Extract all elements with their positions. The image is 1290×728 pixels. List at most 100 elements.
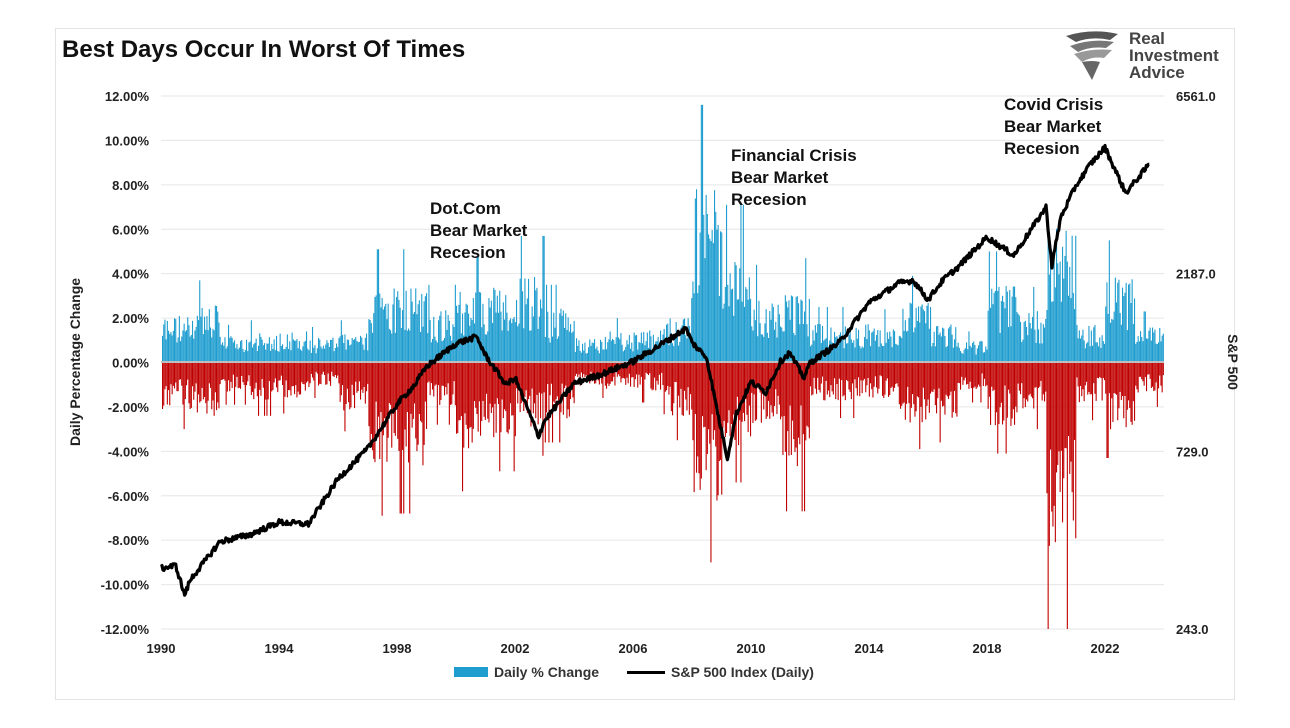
- bar-down: [1015, 362, 1017, 407]
- bar-up: [278, 351, 280, 363]
- bar-down: [614, 362, 616, 386]
- bar-up: [1015, 297, 1017, 363]
- bar-down: [190, 362, 192, 408]
- bar-down: [891, 362, 893, 387]
- bar-up: [927, 303, 929, 363]
- bar-down: [892, 362, 894, 392]
- bar-up: [933, 331, 935, 363]
- chart-legend: Daily % Change S&P 500 Index (Daily): [454, 664, 814, 680]
- bar-down: [902, 362, 904, 404]
- bar-down: [1101, 362, 1103, 401]
- bar-up: [1042, 324, 1044, 363]
- bar-down: [170, 362, 172, 385]
- bar-down: [782, 362, 784, 455]
- bar-up: [328, 346, 330, 363]
- bar-down: [1022, 362, 1024, 409]
- bar-up: [399, 307, 401, 363]
- bar-up: [416, 314, 418, 363]
- bar-down: [1038, 362, 1040, 388]
- bar-up: [1108, 240, 1110, 363]
- bar-down: [264, 362, 266, 416]
- bar-down: [799, 362, 801, 445]
- bar-down: [648, 362, 650, 376]
- bar-down: [231, 362, 233, 388]
- bar-up: [906, 331, 908, 363]
- bar-down: [1012, 362, 1014, 410]
- bar-down: [448, 362, 450, 425]
- bar-up: [339, 336, 341, 363]
- bar-down: [588, 362, 590, 381]
- bar-up: [579, 350, 581, 363]
- bar-down: [1056, 362, 1058, 473]
- y2-tick-label: 729.0: [1176, 444, 1209, 459]
- bar-up: [273, 339, 275, 363]
- y-tick-label: 2.00%: [112, 311, 149, 326]
- bar-up: [608, 339, 610, 363]
- bar-up: [217, 311, 219, 363]
- bar-up: [996, 251, 998, 363]
- bar-down: [1077, 362, 1079, 387]
- bar-up: [362, 344, 364, 363]
- bar-down: [936, 362, 938, 414]
- bar-down: [633, 362, 635, 387]
- bar-down: [514, 362, 516, 437]
- bar-down: [236, 362, 238, 377]
- bar-down: [456, 362, 458, 434]
- bar-down: [486, 362, 488, 394]
- bar-down: [513, 362, 515, 472]
- bar-up: [794, 335, 796, 363]
- bar-down: [801, 362, 803, 512]
- bar-up: [567, 317, 569, 363]
- bar-down: [301, 362, 303, 383]
- bar-up: [715, 211, 717, 363]
- bar-down: [441, 362, 443, 386]
- bar-up: [886, 332, 888, 363]
- bar-up: [402, 310, 404, 363]
- bar-up: [258, 345, 260, 363]
- bar-up: [915, 307, 917, 363]
- bar-down: [324, 362, 326, 376]
- bar-up: [1090, 330, 1092, 363]
- bar-up: [357, 341, 359, 363]
- bar-down: [212, 362, 214, 401]
- bar-up: [300, 349, 302, 363]
- bar-down: [1069, 362, 1071, 474]
- bar-up: [1137, 336, 1139, 363]
- bar-up: [568, 331, 570, 363]
- bar-down: [434, 362, 436, 386]
- bar-down: [511, 362, 513, 416]
- bar-up: [902, 308, 904, 363]
- bar-down: [649, 362, 651, 374]
- bar-up: [656, 341, 658, 363]
- bar-down: [1155, 362, 1157, 383]
- bar-down: [165, 362, 167, 387]
- bar-up: [769, 311, 771, 363]
- bar-down: [351, 362, 353, 385]
- bar-down: [805, 362, 807, 441]
- bar-down: [1072, 362, 1074, 521]
- bar-up: [476, 255, 478, 363]
- bar-up: [946, 346, 948, 363]
- bar-up: [800, 299, 802, 363]
- bar-up: [670, 332, 672, 363]
- bar-down: [1152, 362, 1154, 387]
- bar-down: [528, 362, 530, 400]
- bar-up: [265, 349, 267, 363]
- bar-up: [1161, 335, 1163, 363]
- bar-up: [489, 307, 491, 363]
- bar-down: [374, 362, 376, 463]
- bar-down: [1144, 362, 1146, 378]
- bar-down: [457, 362, 459, 434]
- bar-down: [777, 362, 779, 396]
- bar-down: [429, 362, 431, 396]
- bar-up: [928, 328, 930, 363]
- bar-up: [304, 340, 306, 363]
- bar-down: [1083, 362, 1085, 402]
- bar-up: [367, 350, 369, 363]
- bar-down: [358, 362, 360, 382]
- bar-down: [926, 362, 928, 406]
- bar-up: [718, 296, 720, 363]
- bar-down: [848, 362, 850, 390]
